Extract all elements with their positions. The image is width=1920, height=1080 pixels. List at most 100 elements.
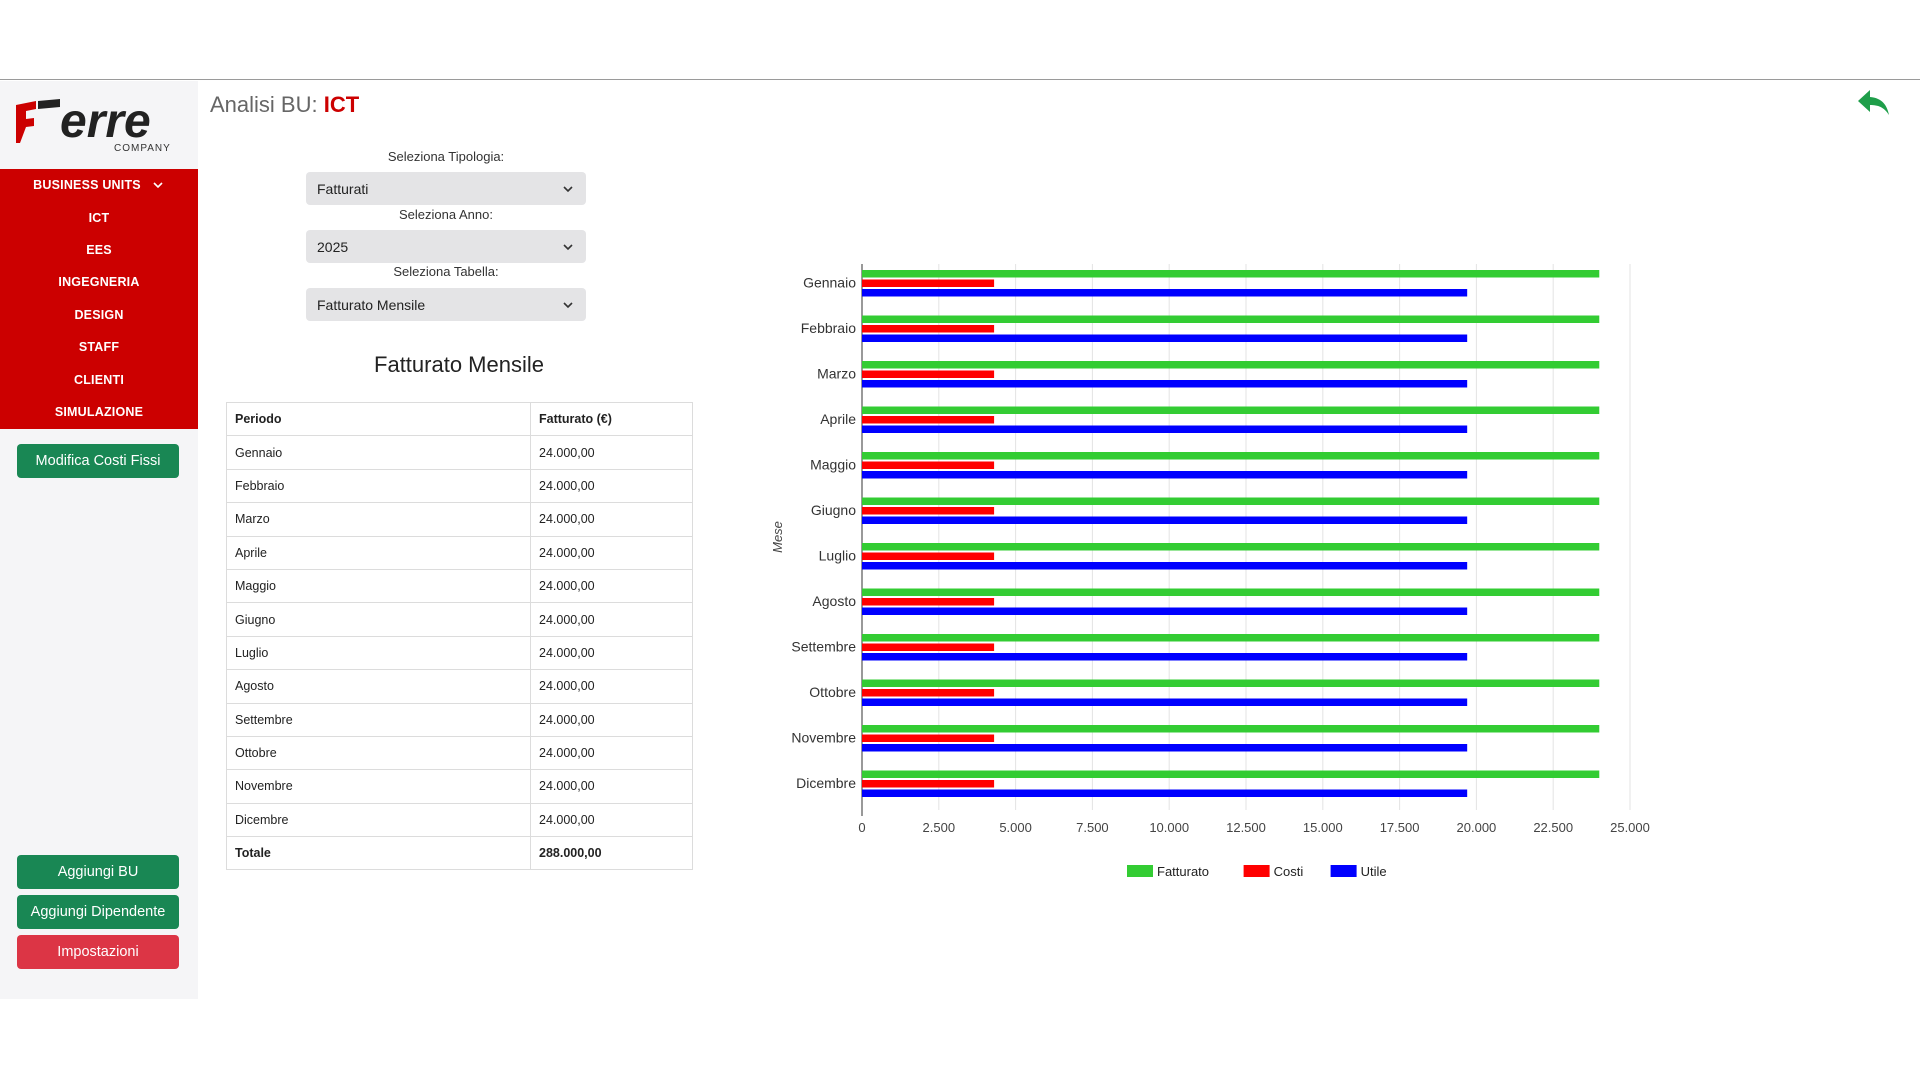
bar-fatturato bbox=[862, 497, 1600, 505]
bar-utile bbox=[862, 607, 1468, 615]
year-select[interactable]: 2025 bbox=[306, 230, 586, 263]
period-cell: Marzo bbox=[226, 502, 531, 537]
type-select[interactable]: Fatturati bbox=[306, 172, 586, 205]
table-row: Gennaio 24.000,00 bbox=[226, 435, 693, 470]
y-tick-label: Luglio bbox=[819, 547, 857, 563]
back-arrow-icon[interactable] bbox=[1856, 88, 1892, 118]
period-cell: Febbraio bbox=[226, 468, 531, 504]
bar-costi bbox=[862, 643, 995, 651]
period-cell: Ottobre bbox=[226, 735, 531, 771]
business-units-toggle[interactable]: BUSINESS UNITS bbox=[0, 169, 198, 201]
table-row: Dicembre 24.000,00 bbox=[226, 802, 693, 838]
legend-swatch-utile bbox=[1330, 865, 1357, 877]
period-cell: Novembre bbox=[226, 769, 531, 804]
bar-utile bbox=[862, 744, 1468, 752]
table-row: Febbraio 24.000,00 bbox=[226, 468, 693, 504]
revenue-cell: 24.000,00 bbox=[530, 468, 693, 504]
edit-fixed-costs-button[interactable]: Modifica Costi Fissi bbox=[17, 444, 179, 478]
column-header-revenue: Fatturato (€) bbox=[530, 401, 693, 437]
add-employee-button[interactable]: Aggiungi Dipendente bbox=[17, 895, 179, 929]
legend-swatch-costi bbox=[1243, 865, 1270, 877]
ferre-logo[interactable]: erre COMPANY bbox=[14, 95, 184, 154]
table-row: Novembre 24.000,00 bbox=[226, 769, 693, 804]
bar-fatturato bbox=[862, 725, 1600, 733]
logo-text: erre bbox=[60, 97, 151, 148]
bar-costi bbox=[862, 279, 995, 287]
x-tick-label: 17.500 bbox=[1380, 820, 1420, 835]
sidebar-item-ict[interactable]: ICT bbox=[88, 210, 110, 225]
y-tick-label: Ottobre bbox=[809, 684, 856, 700]
bar-costi bbox=[862, 780, 995, 788]
table-select-value: Fatturato Mensile bbox=[317, 296, 426, 313]
total-label: Totale bbox=[226, 836, 531, 871]
chevron-down-icon bbox=[563, 302, 573, 309]
legend-label-utile: Utile bbox=[1361, 864, 1387, 879]
sidebar: erre COMPANY BUSINESS UNITS ICT EES INGE… bbox=[0, 81, 198, 999]
bar-utile bbox=[862, 653, 1468, 661]
page-title-bu: ICT bbox=[323, 92, 360, 117]
bu-menu: BUSINESS UNITS ICT EES INGEGNERIA DESIGN… bbox=[0, 169, 198, 429]
table-total-row: Totale 288.000,00 bbox=[226, 836, 693, 871]
table-row: Settembre 24.000,00 bbox=[226, 702, 693, 737]
revenue-cell: 24.000,00 bbox=[530, 702, 693, 737]
bar-utile bbox=[862, 380, 1468, 388]
bar-utile bbox=[862, 698, 1468, 706]
x-tick-label: 20.000 bbox=[1457, 820, 1497, 835]
period-cell: Giugno bbox=[226, 602, 531, 637]
revenue-cell: 24.000,00 bbox=[530, 568, 693, 604]
bar-fatturato bbox=[862, 406, 1600, 414]
x-tick-label: 25.000 bbox=[1610, 820, 1650, 835]
bar-fatturato bbox=[862, 543, 1600, 551]
bar-fatturato bbox=[862, 634, 1600, 642]
period-cell: Dicembre bbox=[226, 802, 531, 838]
table-row: Maggio 24.000,00 bbox=[226, 568, 693, 604]
table-row: Agosto 24.000,00 bbox=[226, 669, 693, 704]
x-tick-label: 15.000 bbox=[1303, 820, 1343, 835]
sidebar-item-clienti[interactable]: CLIENTI bbox=[73, 372, 124, 387]
legend-label-fatturato: Fatturato bbox=[1157, 864, 1209, 879]
table-title: Fatturato Mensile bbox=[374, 352, 544, 377]
revenue-cell: 24.000,00 bbox=[530, 435, 693, 470]
x-tick-label: 2.500 bbox=[923, 820, 956, 835]
bar-fatturato bbox=[862, 770, 1600, 778]
y-tick-label: Maggio bbox=[810, 456, 856, 472]
revenue-table: Periodo Fatturato (€) Gennaio 24.000,00 F… bbox=[226, 401, 693, 871]
bar-costi bbox=[862, 552, 995, 560]
sidebar-item-ingegneria[interactable]: INGEGNERIA bbox=[58, 275, 140, 290]
sidebar-item-ees[interactable]: EES bbox=[86, 242, 112, 257]
sidebar-item-design[interactable]: DESIGN bbox=[74, 307, 124, 322]
legend-label-costi: Costi bbox=[1274, 864, 1304, 879]
table-row: Giugno 24.000,00 bbox=[226, 602, 693, 637]
sidebar-item-simulazione[interactable]: SIMULAZIONE bbox=[54, 404, 144, 419]
x-tick-label: 7.500 bbox=[1076, 820, 1109, 835]
y-tick-label: Settembre bbox=[791, 638, 856, 654]
bar-fatturato bbox=[862, 270, 1600, 278]
table-header-row: Periodo Fatturato (€) bbox=[226, 401, 693, 437]
table-select[interactable]: Fatturato Mensile bbox=[306, 288, 586, 321]
add-bu-button[interactable]: Aggiungi BU bbox=[17, 855, 179, 889]
revenue-cell: 24.000,00 bbox=[530, 602, 693, 637]
bar-costi bbox=[862, 598, 995, 606]
period-cell: Agosto bbox=[226, 669, 531, 704]
period-cell: Aprile bbox=[226, 535, 531, 570]
y-tick-label: Novembre bbox=[791, 729, 856, 745]
bar-costi bbox=[862, 370, 995, 378]
sidebar-item-staff[interactable]: STAFF bbox=[78, 340, 120, 355]
period-cell: Luglio bbox=[226, 635, 531, 671]
table-row: Aprile 24.000,00 bbox=[226, 535, 693, 570]
bar-costi bbox=[862, 325, 995, 333]
revenue-cell: 24.000,00 bbox=[530, 635, 693, 671]
bar-costi bbox=[862, 461, 995, 469]
bar-costi bbox=[862, 416, 995, 424]
type-select-value: Fatturati bbox=[317, 180, 369, 197]
y-tick-label: Aprile bbox=[820, 411, 856, 427]
bar-utile bbox=[862, 425, 1468, 433]
bar-fatturato bbox=[862, 679, 1600, 687]
bar-costi bbox=[862, 689, 995, 697]
settings-button[interactable]: Impostazioni bbox=[17, 935, 179, 969]
x-tick-label: 22.500 bbox=[1533, 820, 1573, 835]
table-row: Luglio 24.000,00 bbox=[226, 635, 693, 671]
chevron-down-icon bbox=[563, 244, 573, 251]
legend-swatch-fatturato bbox=[1127, 865, 1153, 877]
bar-utile bbox=[862, 334, 1468, 342]
